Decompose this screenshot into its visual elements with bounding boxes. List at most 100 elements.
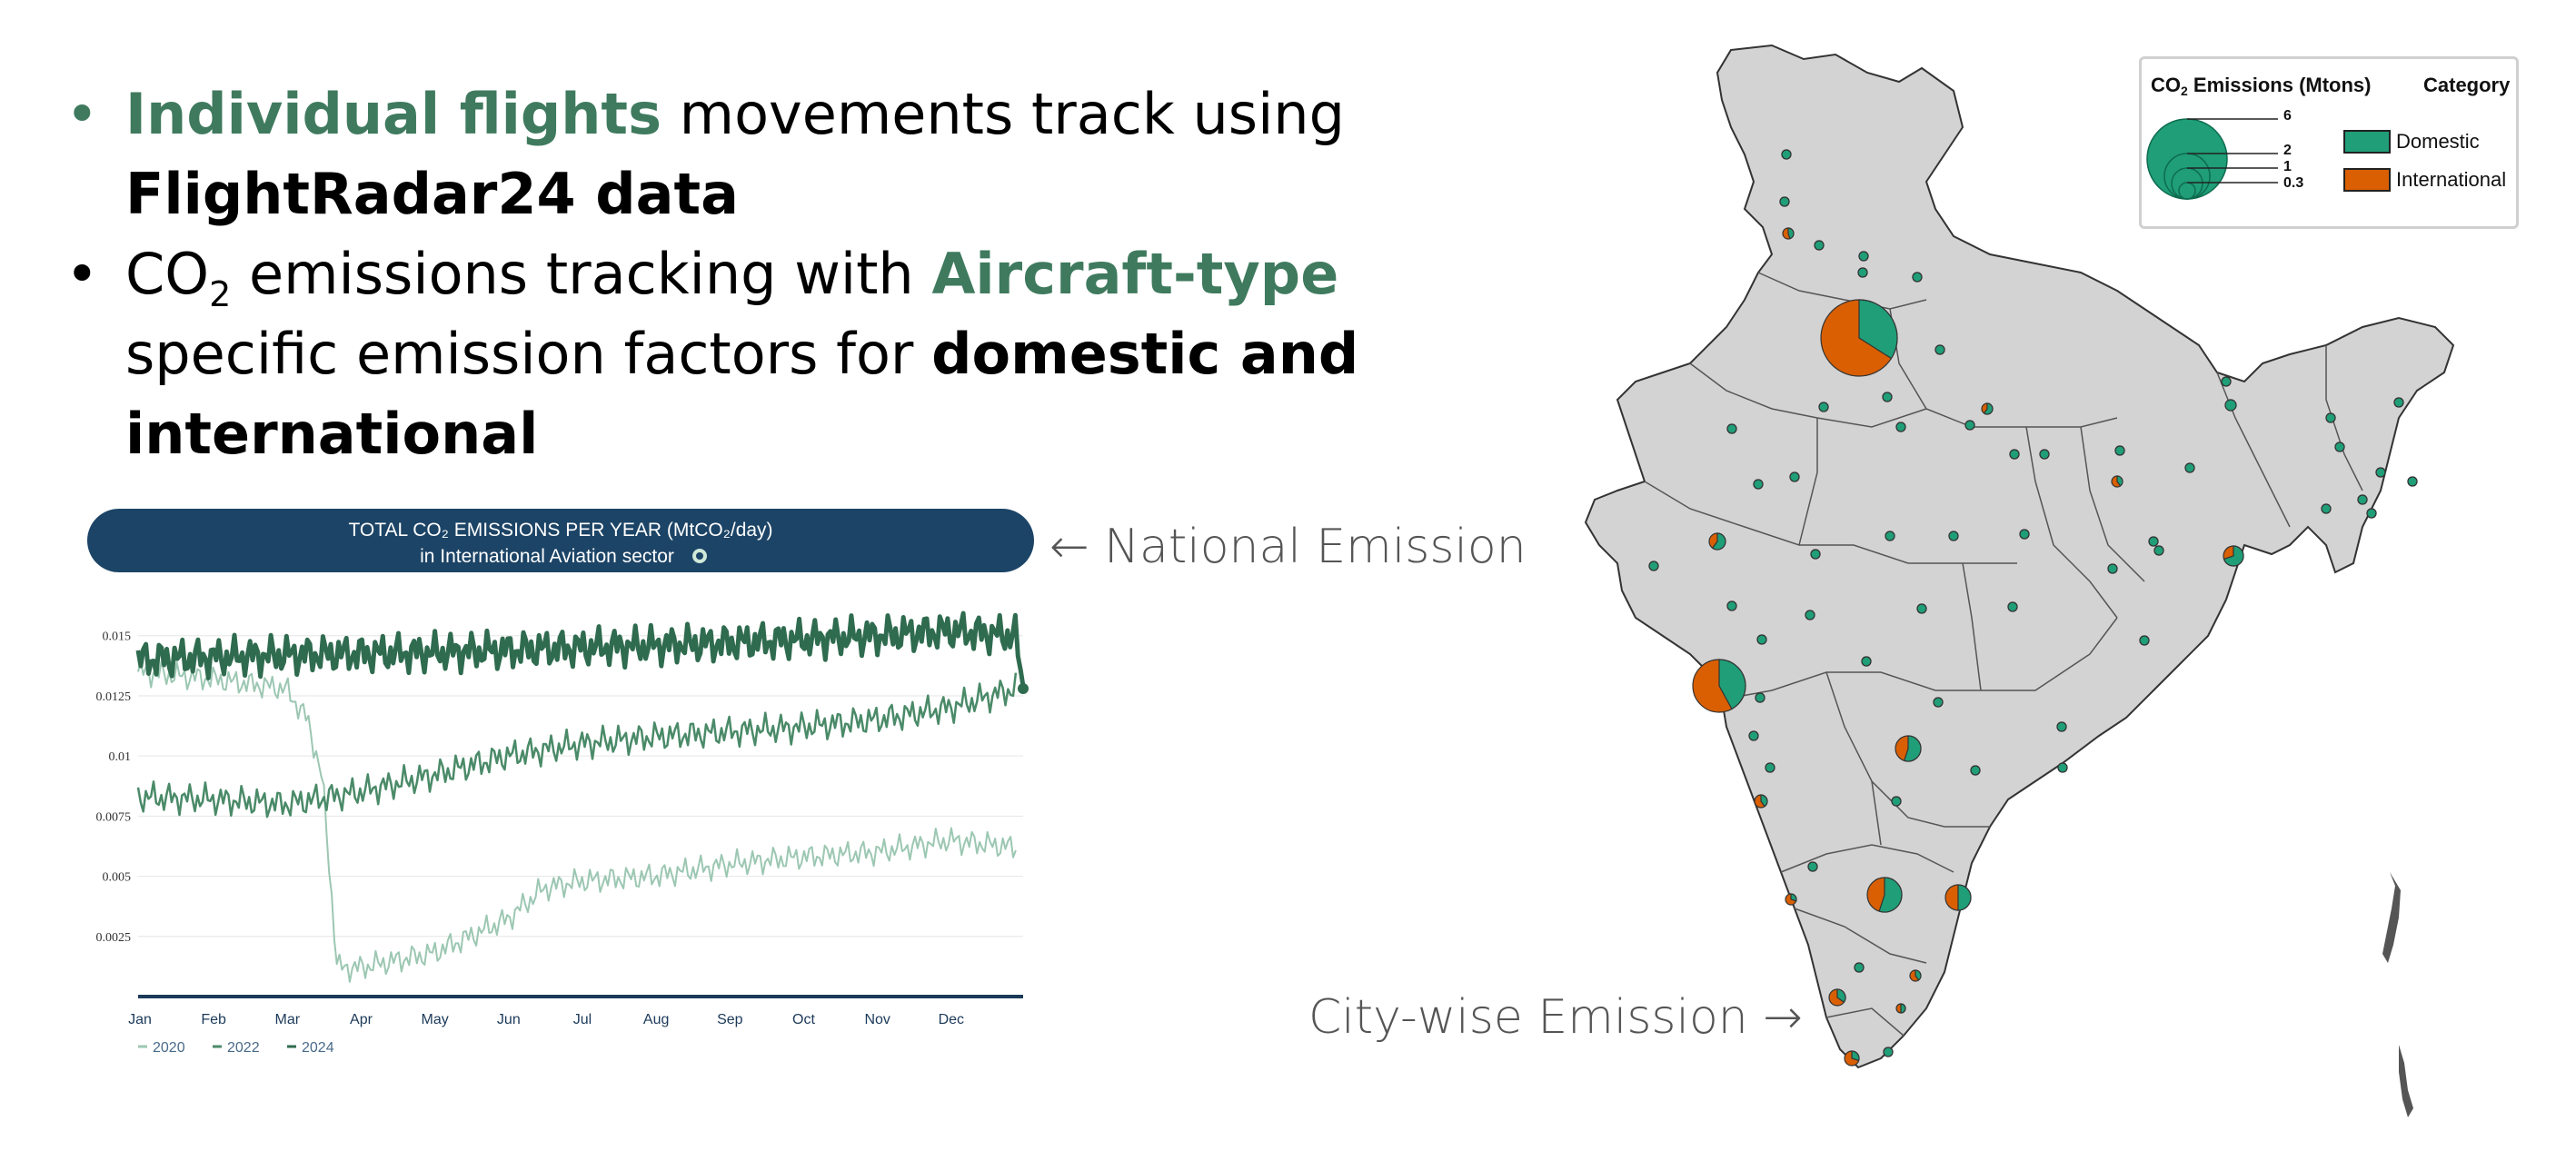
y-tick-label: 0.01	[109, 750, 132, 764]
city-pie-marker	[1782, 227, 1795, 240]
city-pie-marker	[2153, 545, 2164, 556]
city-pie-marker	[2334, 442, 2345, 452]
city-pie-marker	[2223, 545, 2244, 567]
x-tick-label: Mar	[275, 1012, 301, 1027]
map-legend: CO2 Emissions (Mtons) Category 6 2 1 0.3…	[2139, 56, 2519, 229]
city-pie-marker	[1753, 479, 1764, 490]
chart-title: TOTAL CO₂ EMISSIONS PER YEAR (MtCO₂/day)	[348, 520, 772, 541]
y-tick-label: 0.005	[103, 871, 132, 885]
city-pie-marker	[1726, 423, 1737, 434]
national-emission-annotation: ← National Emission	[1049, 520, 1527, 574]
city-pie-marker	[1882, 392, 1893, 402]
city-pie-marker	[2325, 412, 2336, 423]
line-chart-svg: TOTAL CO₂ EMISSIONS PER YEAR (MtCO₂/day)…	[87, 509, 1034, 1056]
city-pie-marker	[1781, 149, 1792, 160]
city-pie-marker	[2407, 476, 2418, 487]
city-pie-marker	[1933, 697, 1944, 708]
city-pie-marker	[1779, 196, 1790, 207]
city-pie-marker	[1828, 988, 1846, 1007]
city-pie-marker	[2039, 449, 2050, 460]
bullet-plain: specific emission factors for	[125, 321, 932, 387]
bullet-bold: FlightRadar24 data	[125, 161, 739, 227]
city-pie-marker	[2375, 467, 2386, 478]
city-pie-marker	[1909, 969, 1922, 982]
city-pie-marker	[1964, 420, 1975, 431]
city-pie-marker	[2057, 762, 2068, 773]
legend-size-1: 1	[2283, 159, 2292, 174]
x-tick-label: Jun	[497, 1012, 521, 1027]
city-pie-marker	[1789, 471, 1800, 482]
x-tick-label: May	[422, 1012, 449, 1027]
legend-bubble-6	[2146, 118, 2228, 200]
city-pie-marker	[1970, 765, 1981, 776]
city-pie-marker	[1754, 794, 1768, 809]
city-pie-marker	[1948, 531, 1959, 541]
city-pie-marker	[1756, 634, 1767, 645]
city-emission-annotation: City-wise Emission →	[1308, 990, 1803, 1045]
city-pie-marker	[1814, 240, 1825, 251]
city-pie-marker	[1755, 692, 1765, 703]
series-end-marker	[1018, 682, 1029, 694]
bullet-item-emissions: • CO2 emissions tracking with Aircraft-ty…	[55, 234, 1545, 474]
bullet-text: CO2 emissions tracking with Aircraft-typ…	[125, 241, 1358, 467]
series-line-2024	[135, 610, 1026, 687]
x-tick-label: Oct	[792, 1012, 815, 1027]
city-markers	[1648, 149, 2418, 1067]
city-pie-marker	[1805, 610, 1815, 620]
city-pie-marker	[1726, 600, 1737, 611]
city-pie-marker	[1895, 735, 1922, 762]
legend-size-2: 2	[2283, 143, 2292, 158]
city-pie-marker	[1895, 1003, 1906, 1014]
chart-header-banner	[87, 509, 1034, 572]
bullet-plain: movements track using	[661, 81, 1345, 147]
city-pie-marker	[2019, 529, 2030, 540]
bullet-text: Individual flights movements track using…	[125, 81, 1345, 227]
national-emission-chart: TOTAL CO₂ EMISSIONS PER YEAR (MtCO₂/day)…	[82, 509, 1045, 1072]
x-tick-label: Aug	[643, 1012, 669, 1027]
city-pie-marker	[2321, 503, 2332, 514]
bullet-highlight: Aircraft-type	[931, 241, 1339, 307]
legend-size-title-prefix: CO	[2151, 74, 2181, 96]
series-line-2020	[137, 660, 1017, 983]
city-pie-marker	[1692, 659, 1746, 713]
city-pie-marker	[1810, 549, 1821, 560]
bullet-item-flights: • Individual flights movements track usin…	[55, 74, 1545, 234]
legend-size-title-sub: 2	[2181, 84, 2188, 98]
info-icon	[692, 549, 707, 563]
city-pie-marker	[1891, 796, 1902, 807]
city-pie-marker	[1861, 656, 1872, 667]
city-pie-marker	[2009, 449, 2020, 460]
city-pie-marker	[1844, 1050, 1860, 1067]
series-line-2022	[136, 672, 1018, 819]
city-pie-marker	[1944, 884, 1972, 911]
city-pie-marker	[2114, 445, 2125, 456]
state-borders	[1644, 272, 2363, 1037]
legend-size-title-suffix: Emissions (Mtons)	[2187, 74, 2372, 96]
y-tick-label: 0.015	[103, 630, 132, 644]
city-pie-marker	[2056, 721, 2067, 732]
city-pie-marker	[1857, 267, 1868, 278]
bullet-dot: •	[65, 81, 99, 147]
bullet-plain: CO	[125, 241, 210, 307]
legend-label-domestic: Domestic	[2396, 130, 2480, 153]
city-pie-marker	[1708, 532, 1726, 551]
chart-legend: 2020 2022 2024	[138, 1040, 334, 1056]
city-pie-marker	[1854, 962, 1865, 973]
city-pie-marker	[1885, 531, 1895, 541]
legend-size-title: CO2 Emissions (Mtons)	[2151, 74, 2371, 97]
city-pie-marker	[2007, 601, 2018, 612]
city-pie-marker	[2107, 563, 2118, 574]
city-pie-marker	[1866, 877, 1903, 913]
bullet-subscript: 2	[209, 274, 232, 314]
city-pie-marker	[2221, 376, 2232, 387]
city-pie-marker	[1748, 730, 1759, 741]
legend-label-2022: 2022	[227, 1040, 260, 1056]
city-pie-marker	[1648, 561, 1659, 571]
city-pie-marker	[1895, 422, 1906, 432]
city-pie-marker	[2357, 494, 2368, 505]
x-tick-label: Nov	[864, 1012, 890, 1027]
city-pie-marker	[1818, 402, 1829, 412]
legend-size-6: 6	[2283, 108, 2292, 124]
bullet-list: • Individual flights movements track usin…	[55, 74, 1545, 474]
series-lines	[135, 610, 1029, 983]
